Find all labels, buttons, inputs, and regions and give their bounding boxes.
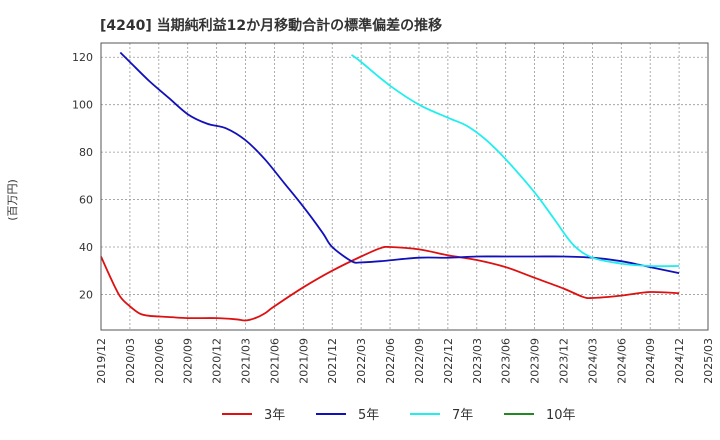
chart-title: [4240] 当期純利益12か月移動合計の標準偏差の推移 — [100, 17, 442, 34]
x-tick-label: 2023/12 — [557, 338, 570, 384]
x-tick-label: 2023/09 — [529, 338, 542, 384]
y-tick-label: 60 — [79, 194, 93, 207]
grid-lines — [101, 43, 708, 330]
x-tick-label: 2019/12 — [95, 338, 108, 384]
x-tick-label: 2020/09 — [182, 338, 195, 384]
x-tick-label: 2021/12 — [326, 338, 339, 384]
y-tick-label: 80 — [79, 146, 93, 159]
x-tick-label: 2021/09 — [297, 338, 310, 384]
x-tick-label: 2024/06 — [615, 338, 628, 384]
y-axis-label: (百万円) — [6, 179, 19, 221]
x-tick-label: 2022/09 — [413, 338, 426, 384]
plot-frame — [100, 42, 709, 331]
x-tick-label: 2022/12 — [442, 338, 455, 384]
x-tick-label: 2024/12 — [673, 338, 686, 384]
x-tick-label: 2021/03 — [240, 338, 253, 384]
x-tick-label: 2020/03 — [124, 338, 137, 384]
x-tick-labels: 2019/12 2020/03 2020/06 2020/09 2020/12 2021/… — [95, 338, 715, 384]
series-line-3 — [350, 54, 680, 268]
x-tick-label: 2024/09 — [644, 338, 657, 384]
x-tick-label: 2023/06 — [500, 338, 513, 384]
legend-label-4: 10年 — [546, 408, 576, 423]
y-tick-label: 100 — [72, 99, 93, 112]
series-lines — [100, 51, 680, 322]
x-tick-label: 2021/06 — [268, 338, 281, 384]
x-tick-label: 2022/06 — [384, 338, 397, 384]
y-tick-labels: 20 40 60 80 100 120 — [72, 51, 93, 301]
x-tick-label: 2023/03 — [471, 338, 484, 384]
legend: 3年 5年 7年 10年 — [222, 408, 576, 423]
x-tick-label: 2022/03 — [355, 338, 368, 384]
legend-label-3: 7年 — [452, 408, 473, 423]
y-tick-label: 20 — [79, 288, 93, 301]
x-tick-label: 2025/03 — [702, 338, 715, 384]
y-tick-label: 40 — [79, 241, 93, 254]
x-tick-label: 2020/06 — [153, 338, 166, 384]
legend-label-2: 5年 — [358, 408, 379, 423]
series-line-2 — [119, 51, 680, 274]
x-tick-label: 2020/12 — [211, 338, 224, 384]
legend-label-1: 3年 — [264, 408, 285, 423]
y-tick-label: 120 — [72, 51, 93, 64]
x-tick-label: 2024/03 — [586, 338, 599, 384]
series-line-1 — [100, 245, 680, 322]
